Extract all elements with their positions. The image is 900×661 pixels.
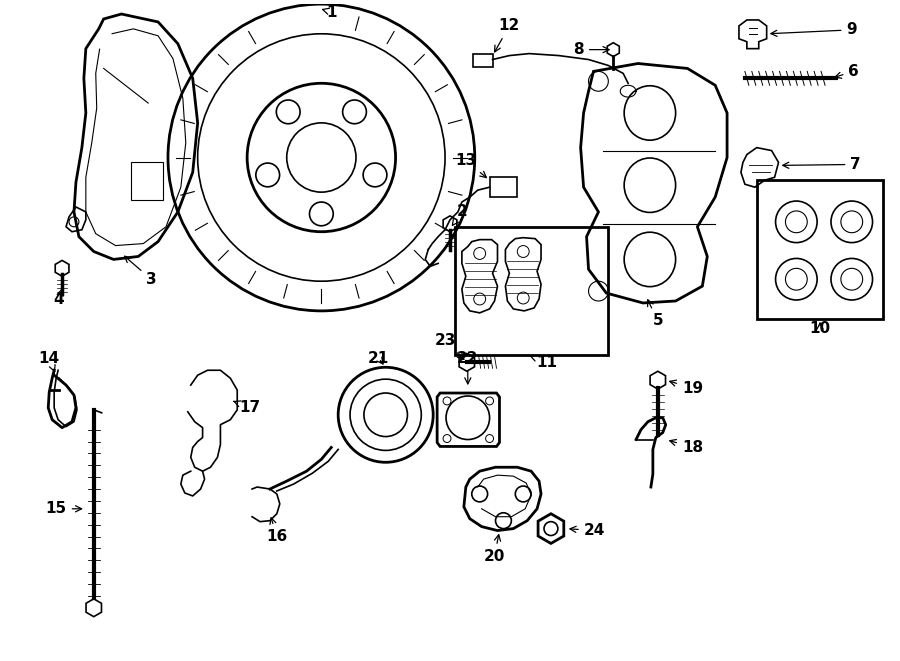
Text: 3: 3 (124, 256, 157, 287)
Bar (472, 54, 492, 67)
Text: 1: 1 (322, 5, 337, 20)
Text: 11: 11 (530, 355, 557, 370)
Text: 24: 24 (570, 523, 605, 538)
Text: 17: 17 (234, 401, 261, 415)
Bar (490, 177, 518, 197)
Text: 14: 14 (39, 351, 59, 371)
Text: 6: 6 (835, 64, 860, 79)
Text: 22: 22 (457, 351, 479, 384)
Text: 16: 16 (266, 518, 287, 544)
Text: 2: 2 (453, 204, 467, 225)
Text: 21: 21 (368, 351, 390, 366)
Bar (131, 163, 163, 200)
Text: 13: 13 (455, 153, 486, 178)
Text: 7: 7 (783, 157, 861, 172)
Text: 15: 15 (46, 501, 82, 516)
Text: 5: 5 (648, 300, 663, 329)
Bar (757, 180, 884, 319)
Text: 8: 8 (573, 42, 609, 57)
Text: 4: 4 (54, 289, 65, 307)
Text: 10: 10 (809, 321, 831, 336)
Text: 9: 9 (770, 22, 857, 38)
Text: 18: 18 (670, 440, 703, 455)
Text: 12: 12 (495, 19, 520, 52)
Text: 19: 19 (670, 380, 703, 395)
Text: 23: 23 (435, 333, 464, 360)
Text: 20: 20 (484, 535, 505, 564)
Bar (454, 227, 608, 356)
